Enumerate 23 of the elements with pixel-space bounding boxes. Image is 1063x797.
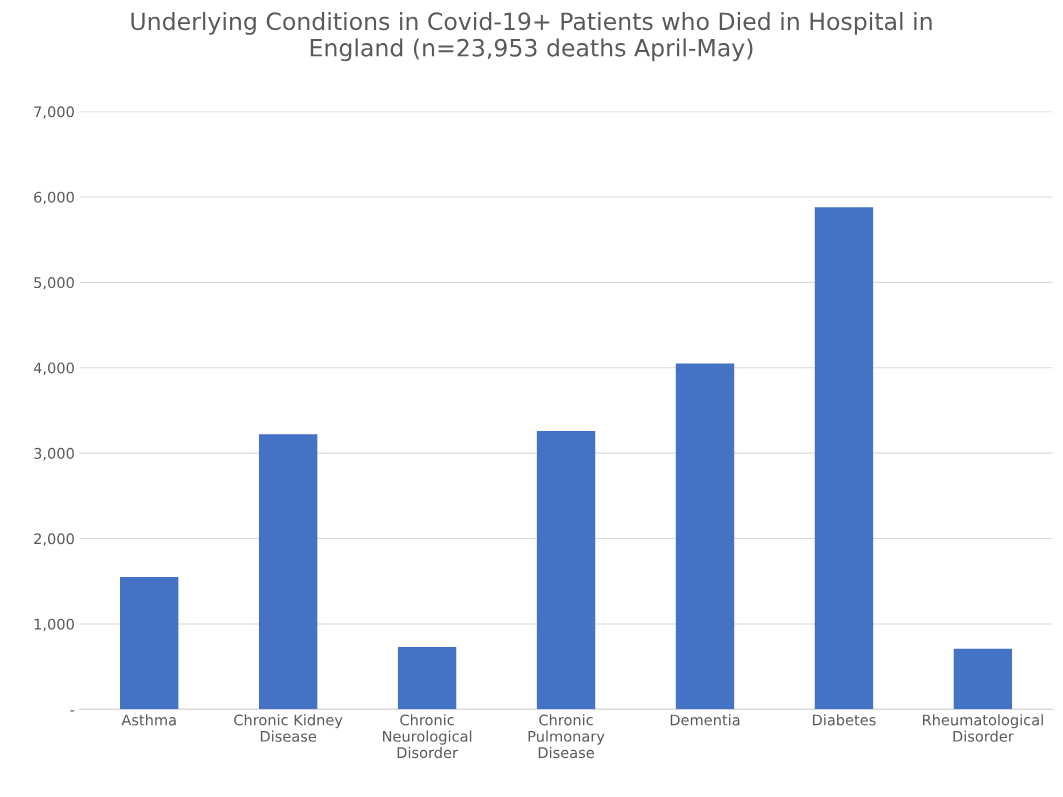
chart-title: Underlying Conditions in Covid-19+ Patients who Died in Hospital in England (n=23,953 deaths April-May): [131, 11, 932, 62]
x-tick-label: Rheumatological Disorder: [922, 714, 1043, 742]
y-tick-label: 3,000: [34, 447, 74, 461]
x-tick-label: Dementia: [670, 714, 740, 726]
x-tick-label: Diabetes: [813, 714, 876, 726]
bar: [953, 648, 1013, 710]
y-tick-label: 4,000: [33, 362, 74, 375]
y-tick-label: 6,000: [34, 191, 74, 205]
x-tick-label: Chronic Pulmonary Disease: [528, 714, 605, 759]
y-tick-label: 7,000: [34, 106, 74, 119]
bar: [675, 363, 735, 710]
y-tick-label: 5,000: [34, 277, 74, 290]
y-tick-label: 1,000: [34, 618, 74, 632]
x-tick-label: Asthma: [121, 714, 176, 726]
bar: [258, 434, 318, 710]
bar: [397, 646, 457, 710]
y-tick-label: -: [70, 710, 75, 712]
bar: [120, 576, 179, 710]
x-tick-label: Chronic Kidney Disease: [234, 714, 343, 742]
bar: [814, 207, 874, 710]
x-tick-label: Chronic Neurological Disorder: [383, 714, 472, 759]
y-tick-label: 2,000: [34, 533, 74, 546]
bar: [536, 430, 596, 710]
